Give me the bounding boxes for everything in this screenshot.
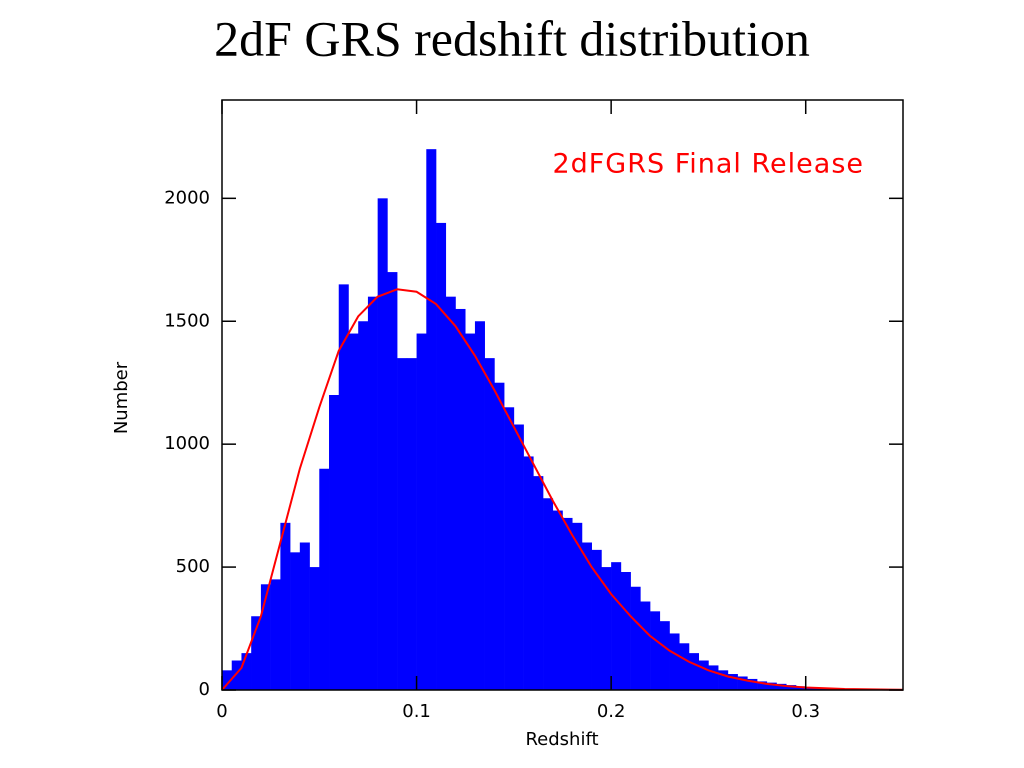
- histogram-bar: [727, 674, 738, 690]
- histogram-bar: [591, 549, 602, 690]
- histogram-bar: [465, 333, 476, 690]
- histogram-bar: [708, 665, 719, 690]
- histogram-bar: [620, 572, 631, 690]
- histogram-bar: [688, 653, 699, 690]
- histogram-bar: [445, 296, 456, 690]
- histogram-bar: [222, 670, 233, 690]
- histogram-bar: [776, 683, 787, 690]
- histogram-bar: [358, 321, 369, 690]
- x-tick-label: 0.2: [597, 701, 626, 722]
- histogram-bar: [718, 670, 729, 690]
- histogram-bar: [523, 456, 534, 690]
- histogram-bar: [572, 522, 583, 690]
- histogram-bar: [270, 579, 281, 690]
- histogram-bar: [611, 562, 622, 690]
- histogram-bar: [348, 333, 359, 690]
- fit-line: [221, 288, 904, 691]
- histogram-bar: [329, 395, 340, 690]
- y-tick-label: 1500: [164, 310, 210, 331]
- x-axis-label: Redshift: [525, 729, 598, 750]
- histogram-bar: [436, 222, 447, 690]
- plot-frame: [221, 99, 904, 691]
- histogram-bar: [659, 621, 670, 690]
- histogram-bar: [474, 321, 485, 690]
- x-tick-label: 0: [216, 701, 227, 722]
- histogram-bar: [416, 333, 427, 690]
- histogram-bar: [543, 498, 554, 690]
- histogram-bar: [757, 681, 768, 690]
- histogram-bar: [251, 616, 262, 690]
- y-axis-label: Number: [111, 361, 132, 434]
- histogram-bar: [533, 476, 544, 690]
- chart-title: 2dF GRS redshift distribution: [214, 10, 810, 66]
- legend-label: 2dFGRS Final Release: [552, 149, 864, 180]
- histogram-bar: [601, 567, 612, 690]
- histogram-bar: [319, 468, 330, 690]
- histogram-bar: [766, 682, 777, 690]
- histogram-bar: [377, 198, 388, 691]
- y-tick-label: 0: [199, 679, 210, 700]
- histogram-bar: [640, 601, 651, 690]
- y-tick-label: 500: [176, 556, 210, 577]
- histogram-bar: [494, 382, 505, 690]
- histogram-bar: [737, 676, 748, 690]
- histogram-bar: [290, 552, 301, 690]
- histogram-bar: [309, 567, 320, 690]
- histogram-bar: [504, 407, 515, 690]
- histogram-bar: [367, 296, 378, 690]
- histogram-bar: [552, 510, 563, 690]
- histogram-bar: [650, 611, 661, 690]
- histogram-bar: [299, 542, 310, 690]
- histogram-bar: [260, 584, 271, 690]
- histogram-bar: [630, 586, 641, 690]
- histogram-bar: [786, 685, 797, 690]
- histogram-bar: [397, 358, 408, 690]
- histogram-bar: [455, 308, 466, 690]
- histogram-bar: [280, 522, 291, 690]
- histogram-bar: [241, 653, 252, 690]
- histogram-bar: [406, 358, 417, 690]
- histogram-bar: [698, 660, 709, 690]
- histogram-bar: [484, 358, 495, 690]
- histogram-bar: [747, 678, 758, 690]
- histogram-bar: [338, 284, 349, 690]
- y-tick-label: 2000: [164, 187, 210, 208]
- histogram-bar: [669, 633, 680, 690]
- y-tick-label: 1000: [164, 433, 210, 454]
- x-tick-label: 0.1: [402, 701, 431, 722]
- histogram-bar: [513, 424, 524, 690]
- histogram-bar: [231, 660, 242, 690]
- histogram-bar: [426, 149, 437, 690]
- histogram-bar: [679, 643, 690, 690]
- histogram-bar: [387, 272, 398, 690]
- x-tick-label: 0.3: [791, 701, 820, 722]
- histogram-bar: [562, 517, 573, 690]
- histogram-bar: [581, 542, 592, 690]
